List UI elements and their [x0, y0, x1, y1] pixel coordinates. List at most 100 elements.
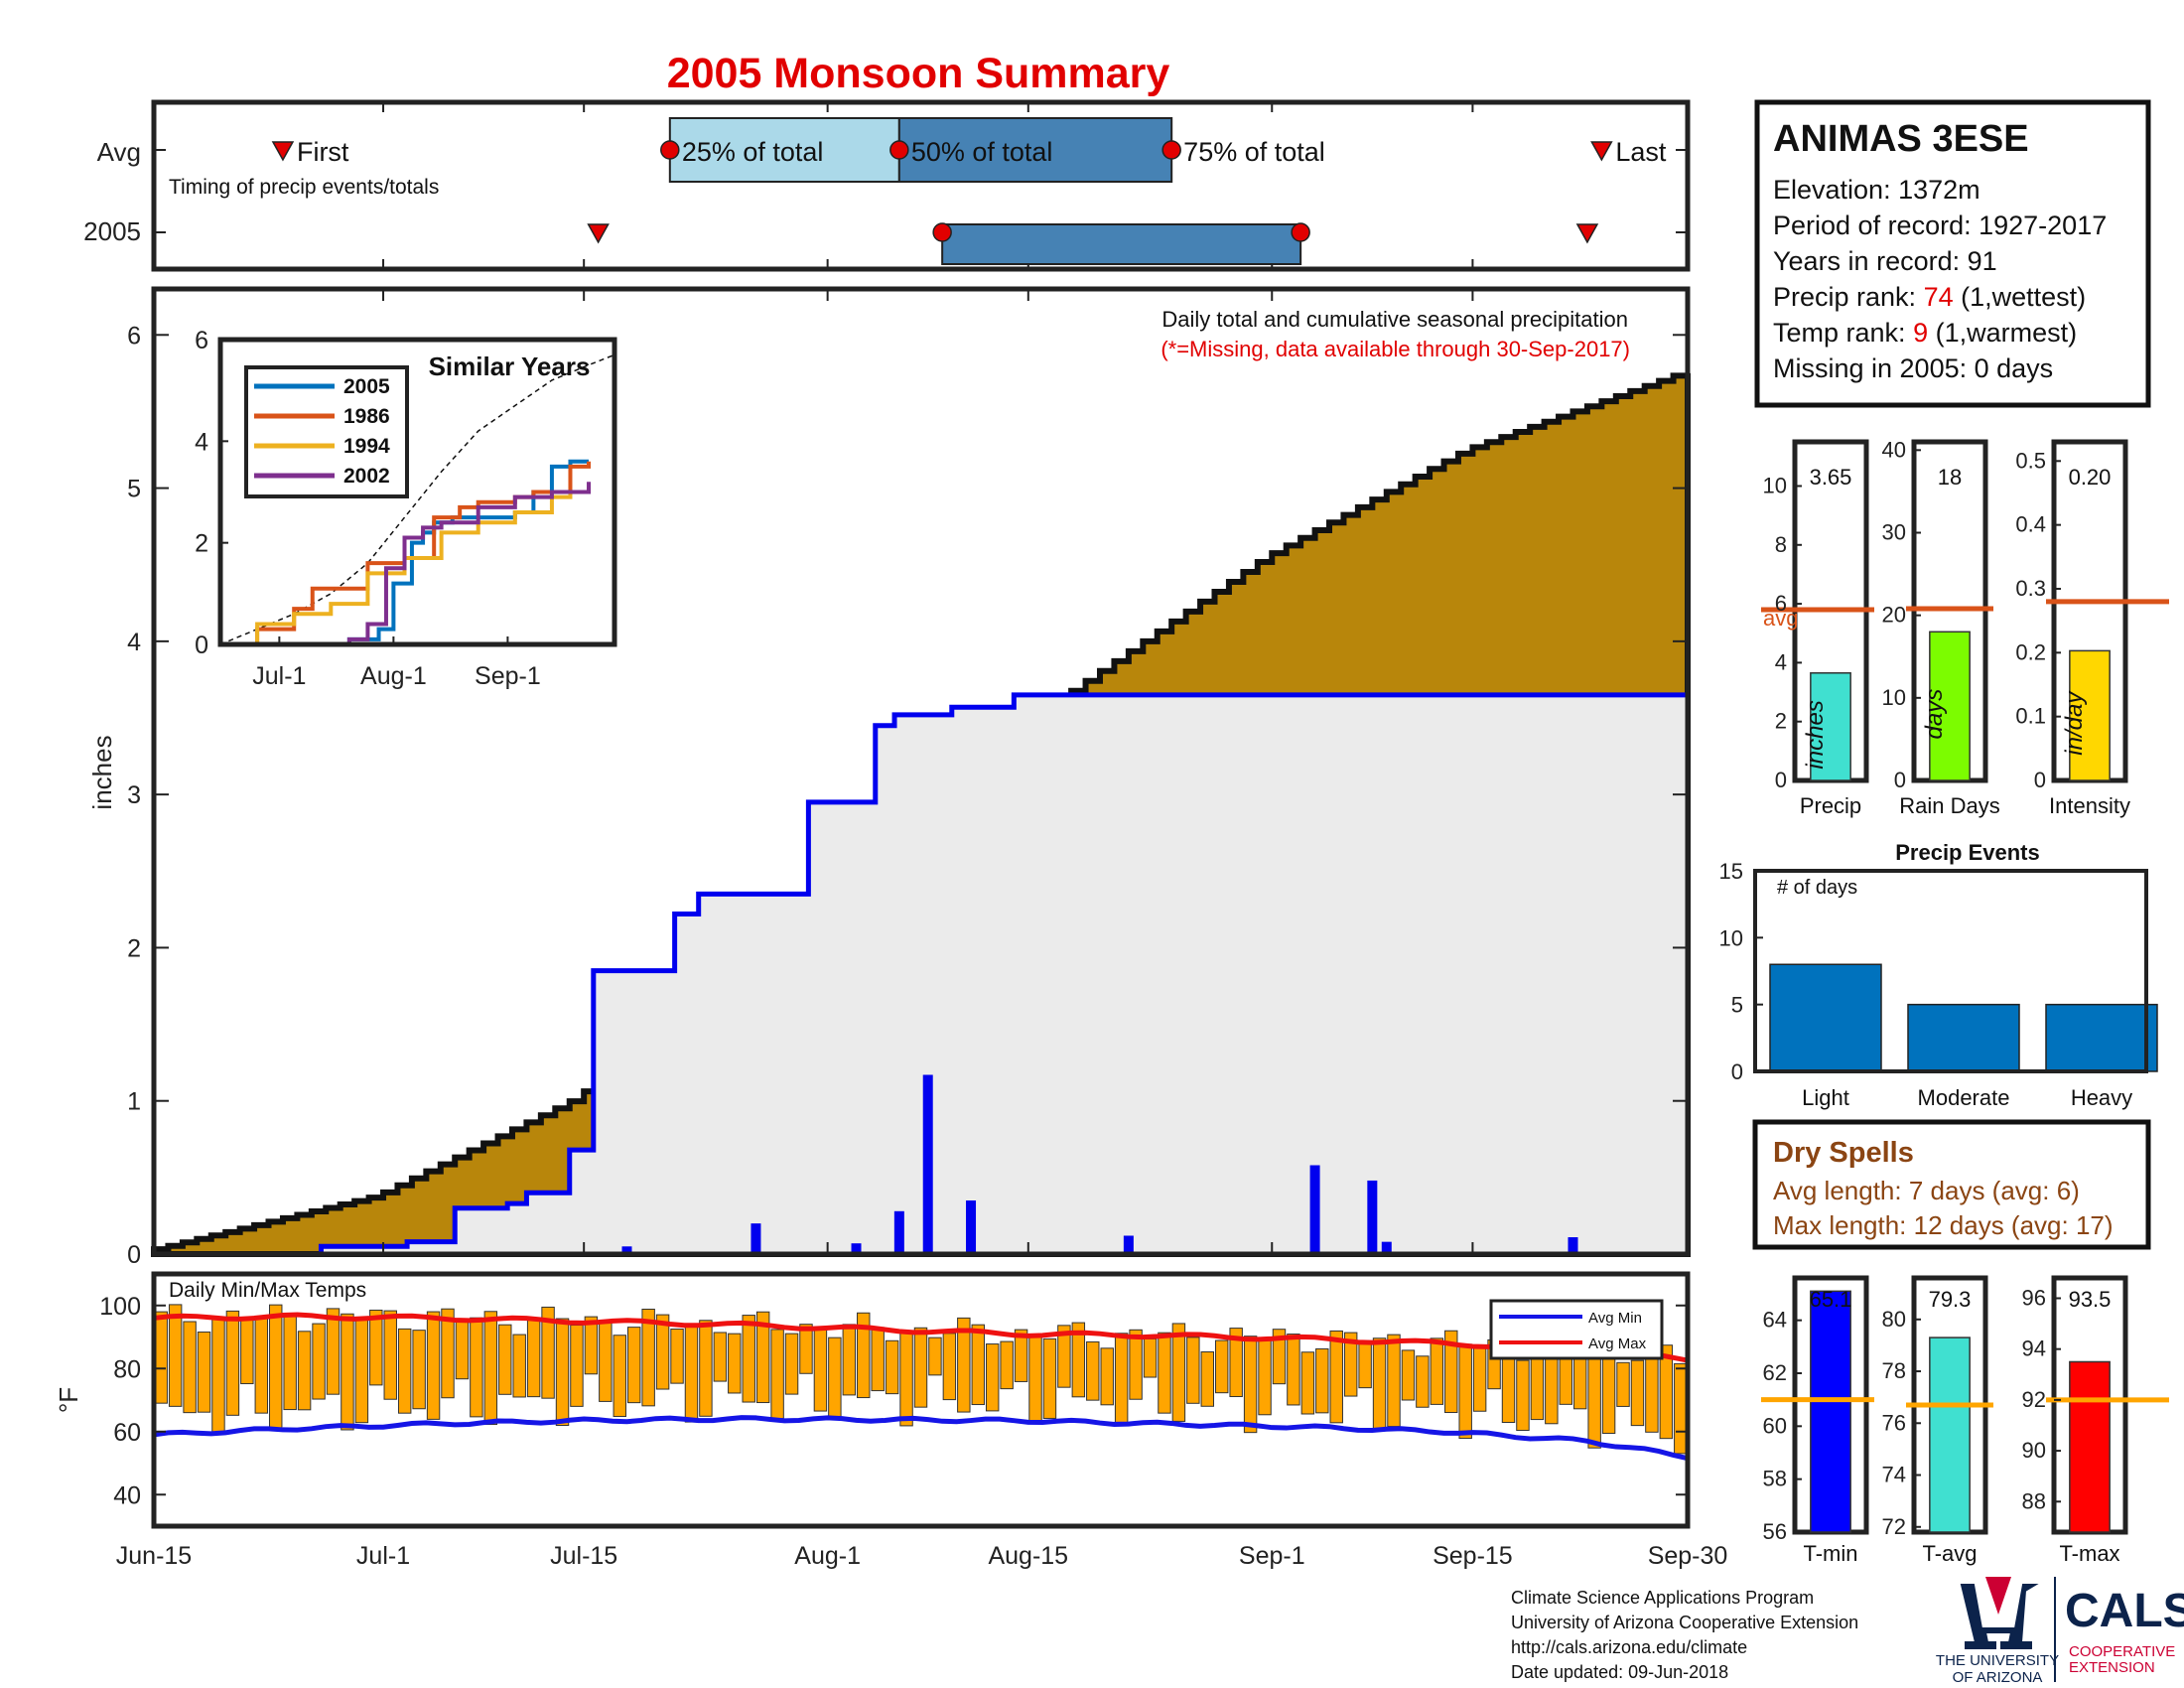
- event-bar-heavy: [2045, 1003, 2158, 1072]
- daily-precip-bar: [893, 1210, 904, 1254]
- daily-temp-bar: [1630, 1359, 1645, 1427]
- year-last-marker: [1575, 223, 1599, 244]
- temp-stat-tick-label: 80: [1882, 1307, 1906, 1332]
- temp-stat-category-label: T-min: [1804, 1541, 1858, 1566]
- temp-ytick-label: 40: [113, 1481, 141, 1509]
- precip-ytick-label: 6: [127, 322, 141, 350]
- events-ytick-label: 0: [1731, 1059, 1743, 1084]
- station-elevation: Elevation: 1372m: [1773, 175, 1980, 205]
- daily-temp-bar: [728, 1333, 742, 1394]
- daily-temp-bar: [770, 1329, 784, 1420]
- last-label: Last: [1615, 137, 1667, 167]
- daily-temp-bar: [426, 1311, 441, 1420]
- daily-temp-bar: [470, 1317, 483, 1418]
- daily-temp-bar: [1372, 1337, 1387, 1430]
- daily-temp-bar: [1587, 1348, 1601, 1449]
- avg-75-marker: [1161, 140, 1181, 160]
- daily-temp-bar: [1057, 1325, 1071, 1388]
- daily-temp-bar: [755, 1311, 770, 1404]
- year-75-marker: [1291, 222, 1310, 242]
- stat-bar-rain-days: 0 10 20 30 40 18 days Rain Days: [1882, 437, 2000, 818]
- daily-temp-bar: [197, 1332, 211, 1413]
- precip-ytick-label: 5: [127, 476, 141, 503]
- stat-tick-label: 0: [1775, 768, 1787, 792]
- temp-stat-tick-label: 56: [1763, 1519, 1787, 1544]
- event-bar-light: [1769, 963, 1882, 1072]
- daily-temp-bar: [555, 1318, 570, 1427]
- stat-value-label: 0.20: [2069, 465, 2112, 490]
- daily-temp-bar: [483, 1311, 498, 1426]
- stat-tick-label: 0.4: [2015, 512, 2046, 537]
- temp-caption: Daily Min/Max Temps: [169, 1279, 366, 1302]
- events-ytick-label: 5: [1731, 993, 1743, 1018]
- p50-label: 50% of total: [911, 137, 1053, 167]
- temp-stat-tick-label: 64: [1763, 1308, 1787, 1333]
- daily-temp-bar: [842, 1324, 857, 1396]
- avg-min-line: [153, 1415, 1689, 1462]
- daily-temp-bar: [742, 1315, 755, 1403]
- temp-stat-category-label: T-avg: [1922, 1541, 1977, 1566]
- temp-stat-t-max: 88 90 92 94 96 93.5 T-max: [2022, 1275, 2169, 1566]
- station-temp-rank: Temp rank: 9 (1,warmest): [1773, 318, 2077, 348]
- daily-temp-bar: [1000, 1340, 1014, 1390]
- inset-xtick-label: Jul-1: [252, 662, 306, 690]
- daily-precip-bar: [1123, 1235, 1134, 1254]
- precip-rank-value: 74: [1924, 282, 1954, 312]
- daily-temp-bar: [1272, 1329, 1287, 1385]
- daily-temp-bar: [168, 1304, 183, 1407]
- temp-stat-value-label: 79.3: [1929, 1287, 1972, 1312]
- daily-precip-bar: [966, 1200, 977, 1254]
- daily-temp-bar: [441, 1308, 455, 1399]
- daily-precip-bar: [1381, 1241, 1392, 1254]
- stat-value-label: 18: [1938, 465, 1962, 490]
- temp-stat-tick-label: 96: [2022, 1285, 2046, 1310]
- xtick-label: Aug-15: [988, 1542, 1068, 1570]
- temp-panel: 40 60 80 100 Daily Min/Max Temps °F Avg Min…: [54, 1271, 1691, 1529]
- daily-precip-bar: [621, 1246, 632, 1254]
- station-missing: Missing in 2005: 0 days: [1773, 353, 2053, 383]
- daily-temp-bar: [1358, 1342, 1372, 1389]
- season-stat-bars: avg 0 2 4 6 8 10 3.65 inches Precip 0 10 20 30 40 18 day…: [1761, 437, 2169, 818]
- precip-events-panel: Precip Events Light Moderate Heavy # of da…: [1719, 840, 2158, 1110]
- timing-row-avg-label: Avg: [97, 137, 141, 167]
- ua-a-icon: [1960, 1584, 2039, 1649]
- temp-stat-tick-label: 72: [1882, 1514, 1906, 1539]
- daily-temp-bar: [584, 1316, 599, 1375]
- stat-category-label: Rain Days: [1899, 793, 1999, 818]
- similar-year-line-1994: [220, 487, 592, 646]
- daily-temp-bar: [154, 1311, 168, 1404]
- cals-line1: COOPERATIVE: [2069, 1643, 2175, 1660]
- temp-stat-value-label: 65.1: [1810, 1287, 1852, 1312]
- event-bar-moderate: [1907, 1003, 2020, 1072]
- stat-bar-fill: [1929, 631, 1971, 781]
- daily-temp-bar: [1086, 1340, 1100, 1401]
- precip-caption: Daily total and cumulative seasonal prec…: [1161, 307, 1628, 332]
- temp-stat-tick-label: 88: [2022, 1488, 2046, 1513]
- daily-temp-bar: [971, 1324, 985, 1406]
- daily-precip-bar: [1309, 1165, 1320, 1254]
- xtick-label: Sep-1: [1239, 1542, 1305, 1570]
- timing-panel: Avg 2005 Timing of precip events/totals …: [83, 99, 1691, 272]
- xtick-label: Jul-15: [550, 1542, 617, 1570]
- temp-ylabel: °F: [54, 1387, 83, 1413]
- stat-category-label: Intensity: [2049, 793, 2130, 818]
- daily-temp-bar: [541, 1306, 555, 1399]
- stat-tick-label: 10: [1882, 685, 1906, 710]
- stat-bar-intensity: 0 0.1 0.2 0.3 0.4 0.5 0.20 in/day Intensity: [2015, 439, 2169, 818]
- stat-tick-label: 0: [1894, 768, 1906, 792]
- daily-temp-bar: [1171, 1323, 1186, 1422]
- legend-avg-min: Avg Min: [1588, 1310, 1642, 1327]
- similar-years-inset: Similar Years 0 2 4 6 Jul-1 Aug-1 Sep-1 2005 19…: [195, 327, 617, 690]
- p25-label: 25% of total: [682, 137, 824, 167]
- temp-stat-tick-label: 78: [1882, 1358, 1906, 1383]
- daily-temp-bar: [570, 1325, 584, 1407]
- daily-temp-bar: [1659, 1344, 1674, 1440]
- daily-temp-bar: [1416, 1355, 1430, 1408]
- ua-logo-line1: THE UNIVERSITY: [1936, 1652, 2059, 1669]
- daily-temp-bar: [1200, 1351, 1215, 1407]
- temp-legend: Avg Min Avg Max: [1489, 1299, 1664, 1360]
- daily-temp-bar: [1444, 1330, 1458, 1414]
- daily-temp-bar: [613, 1335, 626, 1417]
- precip-ytick-label: 0: [127, 1241, 141, 1269]
- precip-panel: 0 1 2 3 4 5 6 Jun-15 Jul-1 Jul-15 Aug-1 Aug-15 Sep-…: [87, 286, 1727, 1570]
